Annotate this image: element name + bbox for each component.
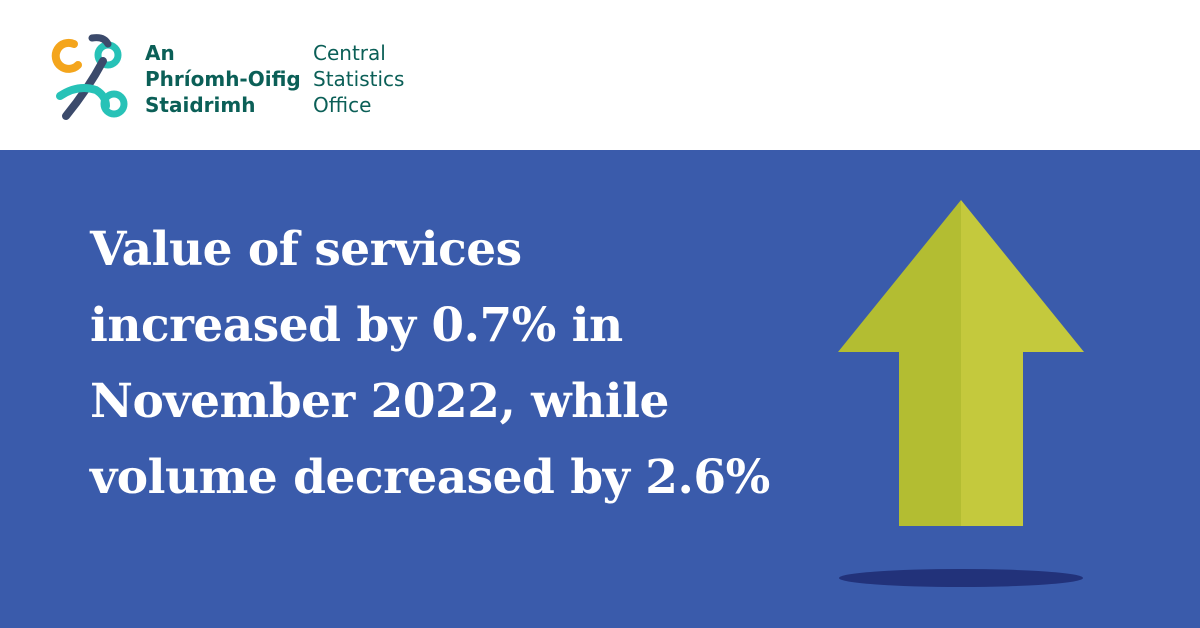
brand-english-line: Central bbox=[313, 41, 386, 65]
brand-irish-line: An bbox=[145, 41, 175, 65]
brand-english-line: Office bbox=[313, 93, 372, 117]
headline-line: volume decreased by 2.6% bbox=[90, 450, 770, 505]
arrow-left-face bbox=[838, 200, 961, 526]
headline-line: November 2022, while bbox=[90, 374, 669, 429]
headline-panel: Value of services increased by 0.7% in N… bbox=[0, 150, 1200, 628]
headline: Value of services increased by 0.7% in N… bbox=[90, 212, 850, 516]
brand-english-line: Statistics bbox=[313, 67, 405, 91]
up-arrow-icon bbox=[838, 200, 1084, 587]
brand-irish-line: Staidrimh bbox=[145, 93, 256, 117]
arrow-shadow bbox=[839, 569, 1083, 587]
brand-irish-line: Phríomh-Oifig bbox=[145, 67, 301, 91]
headline-line: increased by 0.7% in bbox=[90, 298, 623, 353]
brand-irish-name: An Phríomh-Oifig Staidrimh bbox=[145, 40, 301, 118]
brand-english-name: Central Statistics Office bbox=[313, 40, 404, 118]
arrow-right-face bbox=[961, 200, 1084, 526]
cso-logo-icon bbox=[51, 34, 128, 120]
header: An Phríomh-Oifig Staidrimh Central Stati… bbox=[0, 0, 1200, 150]
headline-line: Value of services bbox=[90, 222, 522, 277]
